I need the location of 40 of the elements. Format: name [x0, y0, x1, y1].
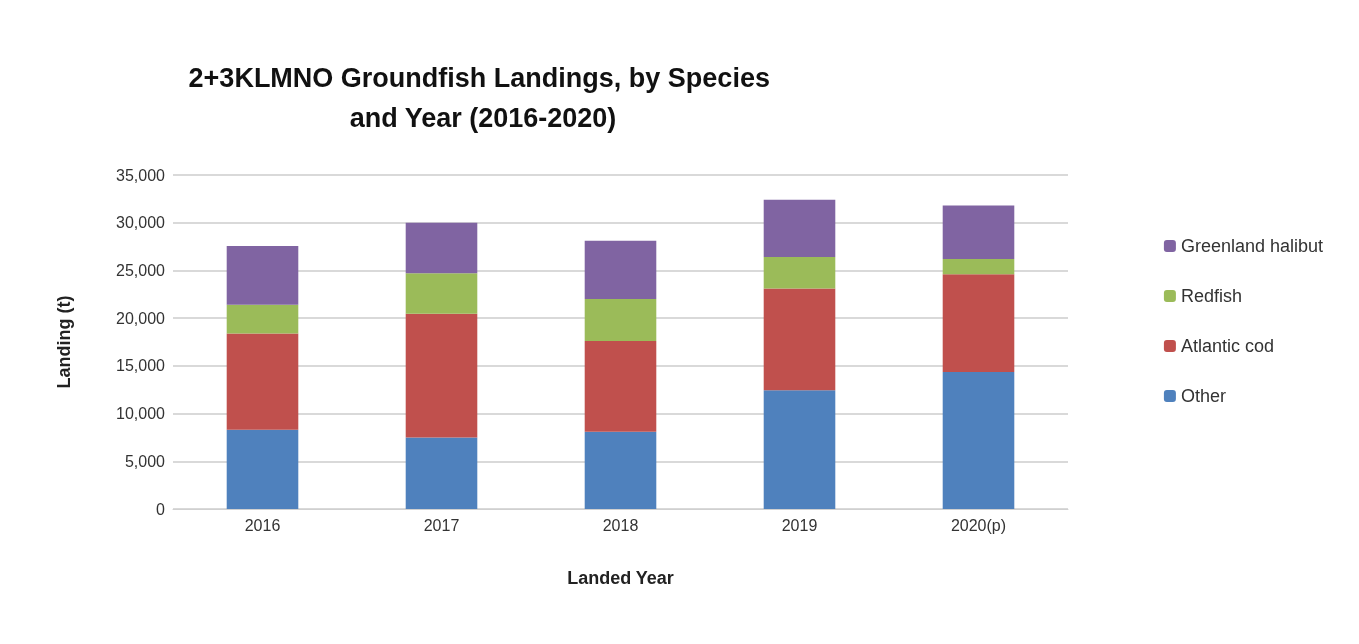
- bar: [405, 437, 478, 509]
- bar: [226, 429, 299, 509]
- bar: [405, 222, 478, 274]
- x-tick-label: 2017: [423, 516, 460, 534]
- bar: [942, 274, 1015, 373]
- legend-label: Redfish: [1180, 286, 1242, 306]
- bar: [226, 246, 299, 305]
- bar: [763, 257, 836, 289]
- y-tick-label: 15,000: [116, 357, 166, 375]
- y-tick-label: 5,000: [124, 452, 166, 470]
- bar: [584, 240, 657, 300]
- y-tick-label: 35,000: [116, 166, 166, 184]
- x-tick-label: 2020(p): [950, 516, 1007, 534]
- bar: [763, 199, 836, 258]
- y-tick-label: 10,000: [116, 405, 166, 423]
- bar: [226, 333, 299, 430]
- x-tick-label: 2019: [781, 516, 818, 534]
- bar: [584, 431, 657, 509]
- bar: [405, 273, 478, 314]
- legend-label: Other: [1180, 386, 1226, 406]
- chart-title: 2+3KLMNO Groundfish Landings, by Species and Year (2016-2020): [188, 63, 778, 133]
- x-tick-label: 2018: [602, 516, 639, 534]
- bar: [584, 341, 657, 432]
- x-axis-title: Landed Year: [567, 568, 674, 588]
- bar: [226, 304, 299, 334]
- y-tick-label: 25,000: [116, 261, 166, 279]
- bar: [763, 288, 836, 391]
- legend-label: Greenland halibut: [1180, 236, 1324, 256]
- y-tick-label: 30,000: [116, 214, 166, 232]
- bar: [942, 258, 1015, 275]
- y-tick-label: 20,000: [116, 309, 166, 327]
- legend-label: Atlantic cod: [1180, 336, 1274, 356]
- bar: [405, 313, 478, 438]
- bar: [942, 205, 1015, 259]
- y-axis-title: Landing (t): [54, 295, 74, 389]
- x-tick-label: 2016: [244, 516, 281, 534]
- y-tick-label: 0: [156, 500, 166, 518]
- bar: [763, 390, 836, 509]
- bar: [584, 299, 657, 342]
- bar: [942, 372, 1015, 509]
